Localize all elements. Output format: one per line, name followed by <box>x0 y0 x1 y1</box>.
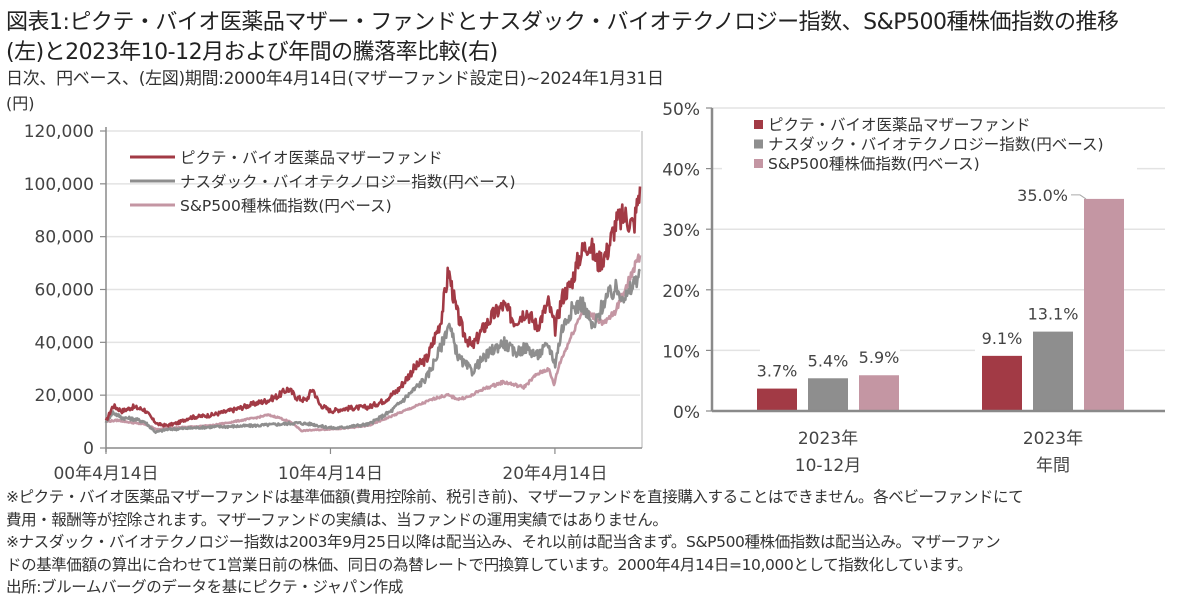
bar-sp500 <box>859 375 899 411</box>
bar-value-label: 3.7% <box>757 362 798 381</box>
category-label-line-1: 2023年 <box>1023 429 1083 449</box>
left-line-chart: 020,00040,00060,00080,000100,000120,000 … <box>24 122 643 484</box>
bar-pictet <box>982 355 1022 411</box>
footnote-source: 出所:ブルームバーグのデータを基にピクテ・ジャパン作成 <box>6 578 403 596</box>
left-x-tick-labels: 00年4月14日 10年4月14日 20年4月14日 <box>53 464 607 484</box>
category-label-line-1: 2023年 <box>798 429 858 449</box>
footnotes: ※ピクテ・バイオ医薬品マザーファンドは基準価額(費用控除前、税引き前)、マザーフ… <box>6 486 1024 599</box>
legend-label: S&P500種株価指数(円ベース) <box>180 197 392 215</box>
leader-line <box>1071 194 1087 200</box>
legend-label: ナスダック・バイオテクノロジー指数(円ベース) <box>768 136 1104 154</box>
left-axes <box>100 127 642 454</box>
chart-title-line-1: 図表1:ピクテ・バイオ医薬品マザー・ファンドとナスダック・バイオテクノロジー指数… <box>6 10 1119 35</box>
bar-pictet <box>757 388 797 411</box>
left-y-axis-unit: (円) <box>6 94 35 113</box>
y-tick-label: 10% <box>662 342 700 362</box>
legend-label: ピクテ・バイオ医薬品マザーファンド <box>768 116 1031 134</box>
right-legend: ピクテ・バイオ医薬品マザーファンドナスダック・バイオテクノロジー指数(円ベース)… <box>754 116 1104 173</box>
category-label-line-2: 10-12月 <box>795 456 861 476</box>
bar-value-label: 9.1% <box>982 329 1023 348</box>
y-tick-label: 0 <box>83 439 94 459</box>
footnote-line-2: 費用・報酬等が控除されます。マザーファンドの実績は、当ファンドの運用実績ではあり… <box>6 510 668 529</box>
left-legend: ピクテ・バイオ医薬品マザーファンドナスダック・バイオテクノロジー指数(円ベース)… <box>130 149 516 215</box>
y-tick-label: 100,000 <box>24 175 94 195</box>
legend-label: ナスダック・バイオテクノロジー指数(円ベース) <box>180 173 516 191</box>
category-label-line-2: 年間 <box>1036 456 1070 476</box>
series-line-nasdaq-bio <box>104 268 642 434</box>
footnote-line-4: ドの基準価額の算出に合わせて1営業日前の株価、同日の為替レートで円換算しています… <box>6 555 973 574</box>
y-tick-label: 40% <box>662 161 700 181</box>
left-y-tick-labels: 0 20,000 40,000 60,000 80,000 100,000 120,000 <box>24 122 94 459</box>
y-tick-label: 120,000 <box>24 122 94 142</box>
legend-label: ピクテ・バイオ医薬品マザーファンド <box>180 149 443 167</box>
bar-value-label: 5.4% <box>808 351 849 370</box>
y-tick-label: 20,000 <box>35 386 94 406</box>
right-y-tick-labels: 0% 10% 20% 30% 40% 50% <box>662 100 700 423</box>
bar-value-label: 35.0% <box>1017 186 1068 205</box>
right-bars <box>757 198 1124 411</box>
bar-value-label: 13.1% <box>1028 305 1079 324</box>
x-tick-label: 20年4月14日 <box>502 464 607 484</box>
y-tick-label: 40,000 <box>35 333 94 353</box>
y-tick-label: 80,000 <box>35 228 94 248</box>
y-tick-label: 30% <box>662 221 700 241</box>
x-tick-label: 00年4月14日 <box>53 464 158 484</box>
footnote-line-3: ※ナスダック・バイオテクノロジー指数は2003年9月25日以降は配当込み、それ以… <box>6 533 1001 551</box>
right-axes <box>706 107 1165 413</box>
bar-nasdaq-bio <box>1033 331 1073 411</box>
bar-value-label: 5.9% <box>859 348 900 367</box>
series-line-pictet <box>104 186 642 428</box>
x-tick-label: 10年4月14日 <box>278 464 383 484</box>
legend-swatch-nasdaq-bio <box>754 139 763 149</box>
legend-label: S&P500種株価指数(円ベース) <box>768 155 980 173</box>
bar-nasdaq-bio <box>808 378 848 411</box>
y-tick-label: 20% <box>662 282 700 302</box>
bar-sp500 <box>1084 198 1124 411</box>
y-tick-label: 0% <box>673 403 700 423</box>
legend-swatch-pictet <box>754 120 763 129</box>
chart-title-line-2: (左)と2023年10-12月および年間の騰落率比較(右) <box>6 40 498 65</box>
chart-subtitle: 日次、円ベース、(左図)期間:2000年4月14日(マザーファンド設定日)~20… <box>6 69 664 89</box>
left-series-lines <box>104 186 642 434</box>
footnote-line-1: ※ピクテ・バイオ医薬品マザーファンドは基準価額(費用控除前、税引き前)、マザーフ… <box>6 488 1024 506</box>
legend-swatch-sp500 <box>754 159 763 168</box>
y-tick-label: 50% <box>662 100 700 120</box>
y-tick-label: 60,000 <box>35 281 94 301</box>
left-gridlines <box>106 130 643 448</box>
right-bar-value-labels: 3.7% 5.4% 5.9% 9.1% 13.1% 35.0% <box>757 186 1087 381</box>
